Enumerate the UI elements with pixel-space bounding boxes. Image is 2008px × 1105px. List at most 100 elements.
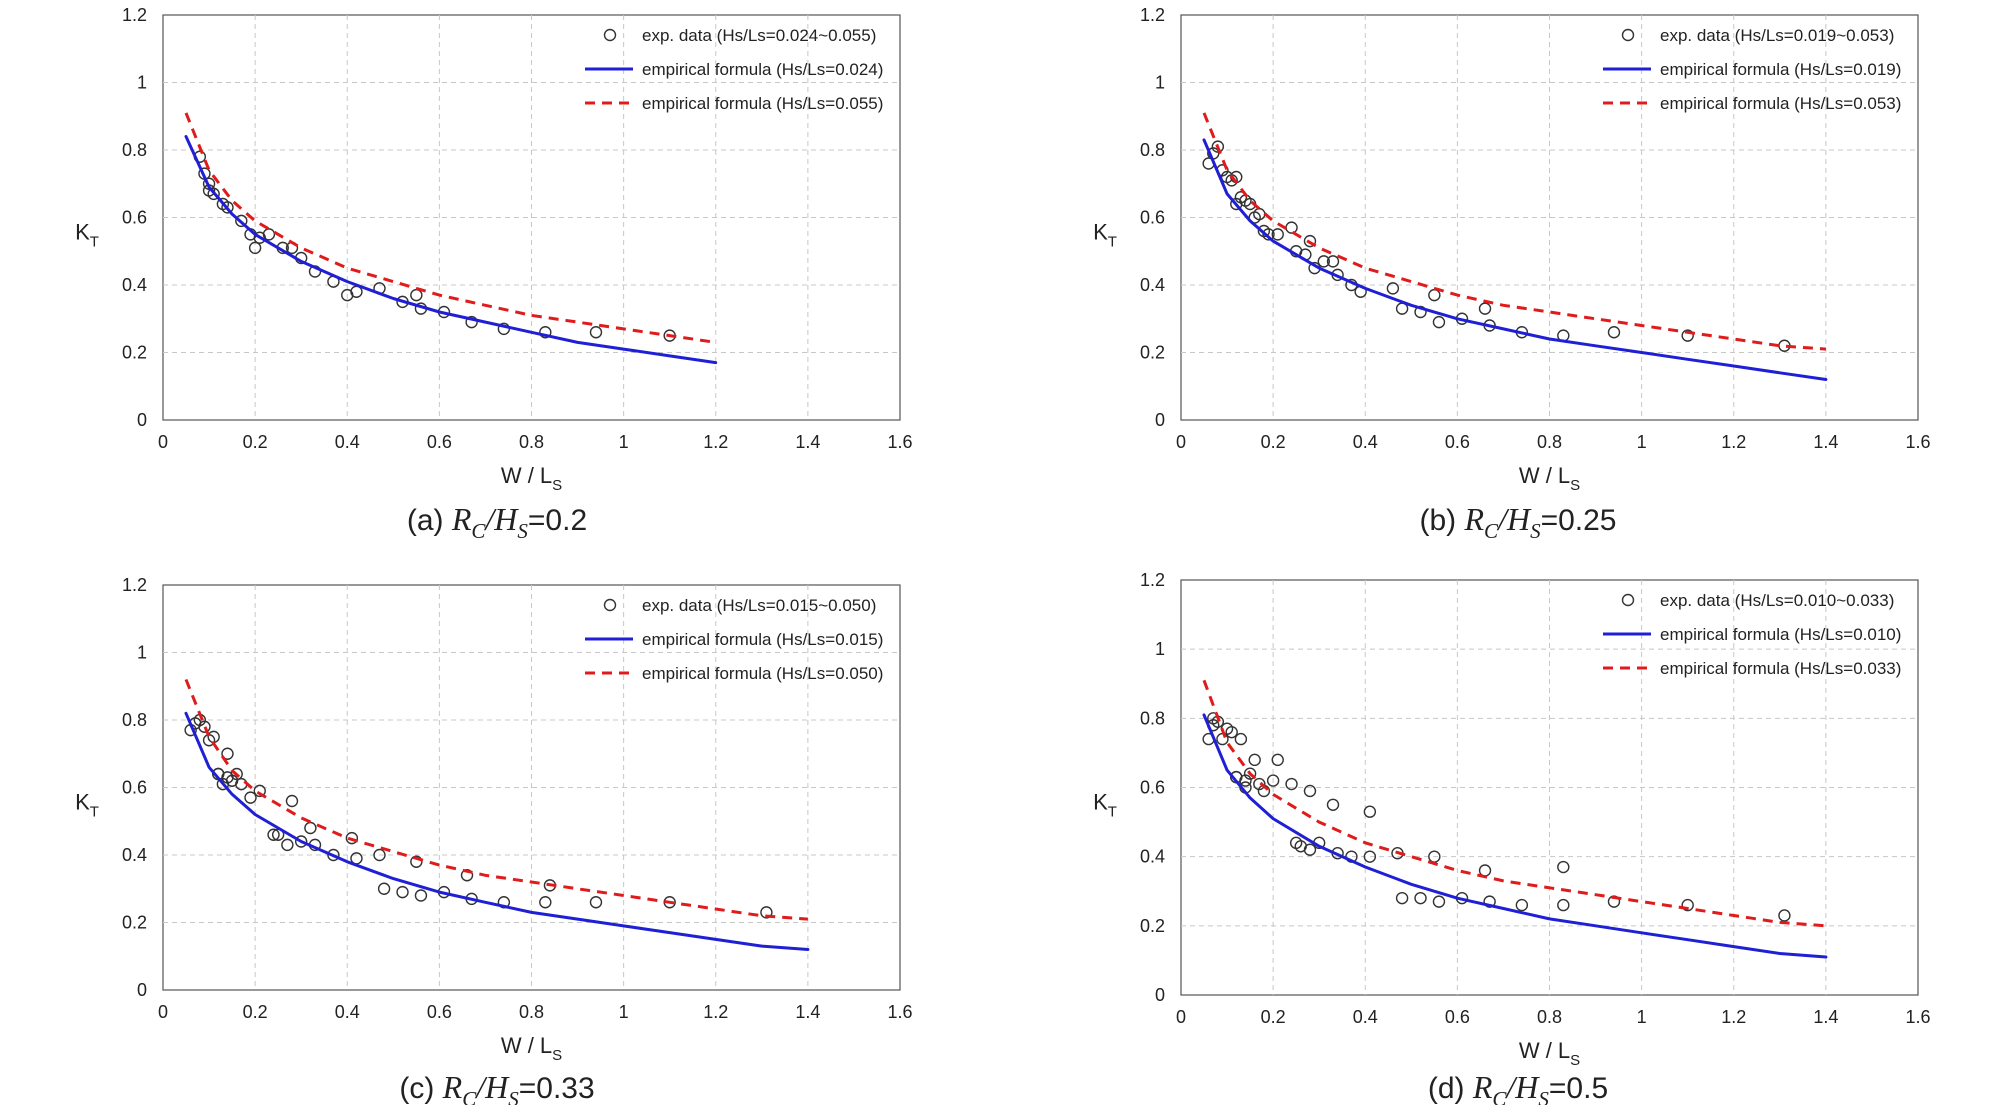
x-tick-label: 0.6: [427, 432, 452, 452]
exp-data-point: [1483, 895, 1496, 908]
legend-entry-label: empirical formula (Hs/Ls=0.015): [642, 630, 883, 649]
y-axis-title-sub: T: [1108, 804, 1117, 821]
x-tick-label: 0.4: [335, 1002, 360, 1022]
chart-panel-b: 0 0.2 0.4 0.6 0.8 1 1.2 1.4 1.6 0 0.2 0.4 0.6 0.8 1 1.2…: [1093, 5, 1930, 543]
legend-entry-label: exp. data (Hs/Ls=0.010~0.033): [1660, 591, 1894, 610]
y-axis-title: KT: [75, 220, 99, 251]
legend-symbol-circle: [603, 28, 617, 42]
x-tick-label: 1.2: [1721, 432, 1746, 452]
x-tick-label: 0.6: [1445, 1007, 1470, 1027]
exp-data-point: [1326, 798, 1340, 811]
exp-data-point: [327, 848, 340, 862]
x-tick-label: 0: [158, 432, 168, 452]
exp-data-point: [1303, 784, 1317, 798]
exp-data-point: [1271, 753, 1284, 767]
y-tick-label: 1.2: [1140, 5, 1165, 25]
x-axis-title-sub: S: [552, 477, 562, 494]
caption-var1: R: [442, 1069, 463, 1105]
legend: exp. data (Hs/Ls=0.024~0.055) empirical f…: [585, 26, 883, 113]
caption-prefix: (a): [407, 504, 452, 537]
x-tick-label: 0.6: [427, 1002, 452, 1022]
legend-entry-label: empirical formula (Hs/Ls=0.033): [1660, 659, 1901, 678]
y-tick-label: 0.2: [122, 913, 147, 933]
x-tick-label: 0.6: [1445, 432, 1470, 452]
y-tick-label: 0.8: [1140, 140, 1165, 160]
caption-var2: H: [484, 1069, 510, 1105]
y-axis-title-sub: T: [1108, 234, 1117, 251]
exp-data-point: [248, 241, 262, 255]
y-axis-title: KT: [1093, 220, 1117, 251]
legend: exp. data (Hs/Ls=0.019~0.053) empirical f…: [1603, 26, 1901, 113]
legend-entry-label: exp. data (Hs/Ls=0.024~0.055): [642, 26, 876, 45]
y-tick-label: 0.4: [122, 275, 147, 295]
caption-var1: R: [451, 501, 472, 537]
exp-data-point: [1266, 774, 1280, 787]
y-tick-label: 0.2: [122, 343, 147, 363]
x-axis-title: W / LS: [1519, 463, 1580, 494]
y-tick-label: 0.2: [1140, 916, 1165, 936]
exp-data-point: [1557, 898, 1570, 912]
legend-symbol-circle: [1621, 593, 1635, 607]
caption-var2: H: [1514, 1069, 1540, 1105]
exp-data-point: [1515, 898, 1529, 912]
x-tick-label: 1.6: [887, 432, 912, 452]
exp-data-point: [207, 187, 220, 201]
exp-data-point: [1248, 753, 1261, 767]
chart-panel-a: 0 0.2 0.4 0.6 0.8 1 1.2 1.4 1.6 0 0.2 0.4 0.6 0.8 1 1.2…: [75, 5, 912, 543]
x-tick-label: 0.4: [335, 432, 360, 452]
y-tick-label: 0.8: [1140, 708, 1165, 728]
x-tick-label: 0: [158, 1002, 168, 1022]
x-axis-title-sub: S: [1570, 477, 1580, 494]
y-tick-label: 0: [1155, 410, 1165, 430]
exp-data-point: [539, 326, 552, 339]
x-tick-label: 0.2: [1261, 432, 1286, 452]
legend-entry-label: empirical formula (Hs/Ls=0.024): [642, 60, 883, 79]
x-tick-label: 0: [1176, 1007, 1186, 1027]
empirical-formula-upper-line: [1202, 679, 1827, 928]
x-tick-label: 0: [1176, 432, 1186, 452]
x-tick-label: 1: [1637, 1007, 1647, 1027]
y-tick-label: 0.2: [1140, 343, 1165, 363]
y-axis-title-sub: T: [90, 234, 99, 251]
y-tick-label: 1: [1155, 639, 1165, 659]
exp-data-point: [267, 828, 280, 841]
x-tick-label: 0.8: [1537, 432, 1562, 452]
y-tick-label: 0.6: [122, 778, 147, 798]
caption-prefix: (b): [1420, 504, 1465, 537]
y-tick-label: 0.8: [122, 710, 147, 730]
exp-data-point: [1432, 895, 1446, 908]
caption-prefix: (c): [399, 1072, 442, 1105]
caption-var2-sub: S: [1538, 1087, 1549, 1105]
y-tick-label: 1: [1155, 73, 1165, 93]
exp-data-point: [1607, 326, 1621, 339]
legend-entry-label: empirical formula (Hs/Ls=0.050): [642, 664, 883, 683]
caption-prefix: (d): [1428, 1072, 1473, 1105]
caption-var2: H: [1506, 501, 1532, 537]
x-axis-title: W / LS: [1519, 1038, 1580, 1069]
exp-data-point: [1363, 850, 1377, 863]
exp-data-point: [539, 896, 552, 909]
x-tick-label: 0.8: [1537, 1007, 1562, 1027]
y-tick-label: 1: [137, 73, 147, 93]
x-axis-title-main: W / L: [1519, 463, 1570, 488]
exp-data-point: [230, 767, 243, 781]
exp-data-point: [1386, 282, 1400, 295]
y-tick-label: 0: [1155, 985, 1165, 1005]
caption-separator: /: [1496, 501, 1510, 537]
x-tick-label: 0.2: [243, 432, 268, 452]
exp-data-point: [345, 831, 359, 845]
exp-data-point: [221, 201, 234, 214]
legend-symbol-circle: [603, 598, 617, 612]
caption-separator: /: [483, 501, 497, 537]
exp-data-point: [262, 228, 276, 241]
exp-data-point: [221, 747, 234, 760]
y-tick-label: 0.4: [1140, 847, 1165, 867]
caption-separator: /: [474, 1069, 488, 1105]
x-tick-label: 1.4: [1813, 1007, 1838, 1027]
y-tick-label: 0.4: [1140, 275, 1165, 295]
y-axis-title-sub: T: [90, 804, 99, 821]
x-axis-title-sub: S: [552, 1047, 562, 1064]
legend-symbol-circle: [1621, 28, 1635, 42]
y-axis-title-main: K: [1093, 790, 1108, 815]
